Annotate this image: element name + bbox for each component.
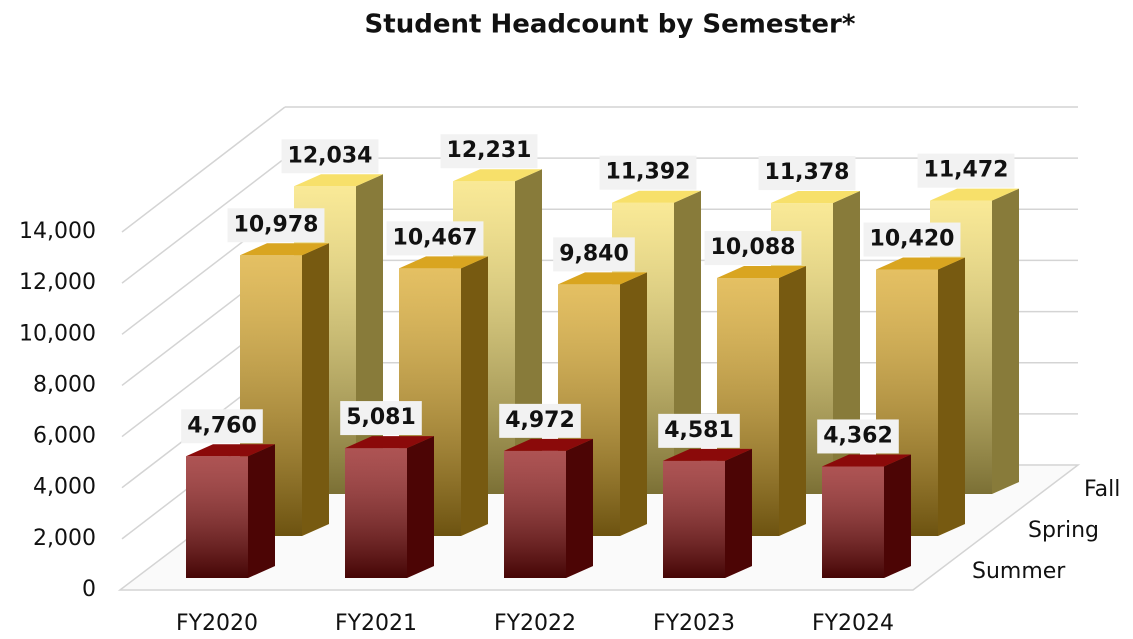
- value-label-bg: [553, 237, 635, 272]
- series-label: Fall: [1084, 477, 1120, 502]
- bar-top: [822, 454, 911, 467]
- bar-top: [663, 448, 752, 461]
- value-label-bg: [340, 401, 422, 436]
- bar-shade: [504, 450, 566, 578]
- bar-side: [725, 448, 752, 578]
- value-label: 10,088: [711, 235, 796, 260]
- bar-top: [558, 272, 647, 285]
- bar-shade: [822, 466, 884, 578]
- bar-side-shade: [884, 454, 911, 578]
- y-tick-label: 12,000: [19, 270, 96, 295]
- value-label: 9,840: [559, 241, 629, 266]
- value-label-bg: [704, 231, 802, 266]
- bar-side: [620, 272, 647, 536]
- series-label: Spring: [1028, 518, 1099, 543]
- bar-side-shade: [833, 191, 860, 494]
- value-label-bg: [281, 139, 379, 174]
- bar-side: [248, 444, 275, 578]
- bar-top: [240, 243, 329, 256]
- bar-top: [876, 257, 965, 270]
- value-label: 12,231: [447, 138, 532, 163]
- value-label-bg: [917, 153, 1015, 188]
- bar-shade: [345, 448, 407, 578]
- y-tick-label: 6,000: [33, 424, 96, 449]
- bar-top: [771, 191, 860, 204]
- value-label: 12,034: [288, 143, 373, 168]
- bar-shade: [663, 460, 725, 578]
- y-tick-label: 2,000: [33, 526, 96, 551]
- value-label-bg: [817, 419, 899, 454]
- bar-side-shade: [407, 436, 434, 578]
- bar-side: [407, 436, 434, 578]
- value-label-bg: [658, 413, 740, 448]
- bar-side-shade: [725, 448, 752, 578]
- value-label: 11,392: [606, 160, 691, 185]
- value-label: 4,362: [823, 423, 893, 448]
- x-tick-label: FY2024: [812, 611, 894, 636]
- bar-top: [345, 436, 434, 449]
- x-tick-label: FY2023: [653, 611, 735, 636]
- value-label: 10,420: [870, 227, 955, 252]
- bar-side-shade: [674, 190, 701, 494]
- bar-top: [453, 169, 542, 182]
- bar-side-shade: [302, 243, 329, 536]
- x-tick-label: FY2022: [494, 611, 576, 636]
- value-label: 11,378: [765, 160, 850, 185]
- bar-top: [294, 174, 383, 187]
- x-tick-label: FY2020: [176, 611, 258, 636]
- bar-side: [461, 256, 488, 536]
- y-tick-label: 10,000: [19, 321, 96, 346]
- value-label-bg: [863, 222, 961, 257]
- bar-side: [938, 257, 965, 536]
- value-label-bg: [386, 221, 484, 256]
- series-label: Summer: [972, 559, 1066, 584]
- value-label-bg: [599, 155, 697, 190]
- bar-side-shade: [992, 188, 1019, 494]
- value-label-bg: [227, 208, 325, 243]
- grid-line: [121, 157, 286, 284]
- bar-shade: [186, 456, 248, 578]
- value-label: 10,467: [393, 225, 478, 250]
- value-label-bg: [758, 156, 856, 191]
- y-tick-label: 14,000: [19, 219, 96, 244]
- bar-side: [833, 191, 860, 494]
- bar-side: [779, 266, 806, 536]
- bar-top: [717, 266, 806, 279]
- bar-top: [186, 444, 275, 457]
- bar-side: [884, 454, 911, 578]
- bar-side-shade: [461, 256, 488, 536]
- bar-top: [399, 256, 488, 269]
- bar-top: [930, 188, 1019, 201]
- value-label-bg: [181, 409, 263, 444]
- value-label: 4,972: [505, 408, 575, 433]
- value-label: 10,978: [234, 212, 319, 237]
- bar-side: [302, 243, 329, 536]
- y-tick-label: 8,000: [33, 372, 96, 397]
- bar-side-shade: [938, 257, 965, 536]
- x-tick-label: FY2021: [335, 611, 417, 636]
- bar-side: [566, 438, 593, 578]
- value-label: 11,472: [924, 158, 1009, 183]
- value-label-bg: [440, 134, 538, 169]
- value-label: 4,760: [187, 413, 257, 438]
- bar-side-shade: [566, 438, 593, 578]
- grid-line: [121, 106, 286, 233]
- bar-side-shade: [248, 444, 275, 578]
- y-tick-label: 0: [82, 577, 96, 602]
- bar-top: [612, 190, 701, 203]
- bar-side-shade: [779, 266, 806, 536]
- chart-title: Student Headcount by Semester*: [365, 10, 856, 40]
- bar-side: [992, 188, 1019, 494]
- y-tick-label: 4,000: [33, 475, 96, 500]
- value-label-bg: [499, 403, 581, 438]
- value-label: 5,081: [346, 405, 416, 430]
- bar-side-shade: [620, 272, 647, 536]
- bar-top: [504, 438, 593, 451]
- value-label: 4,581: [664, 418, 734, 443]
